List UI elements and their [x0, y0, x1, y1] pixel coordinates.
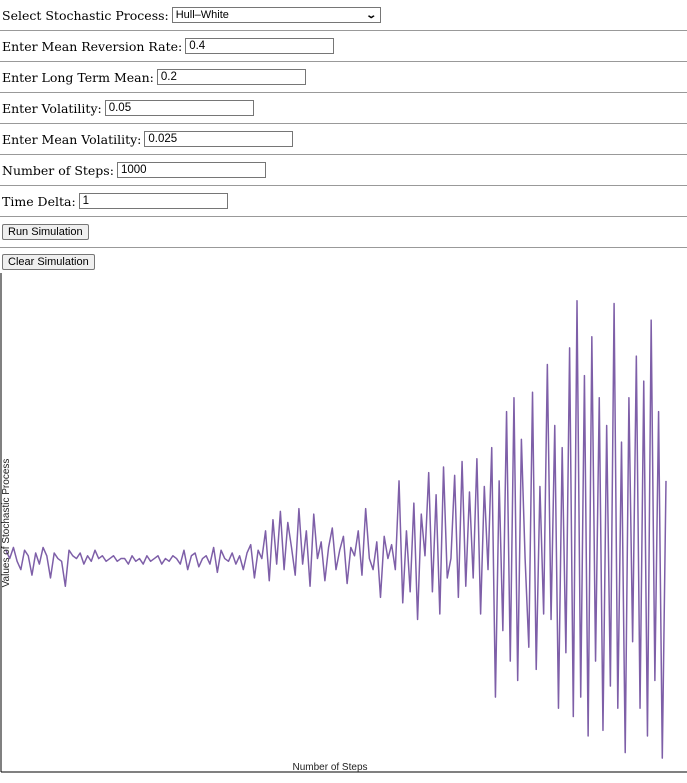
- divider: [0, 216, 687, 217]
- divider: [0, 154, 687, 155]
- mean-reversion-row: Enter Mean Reversion Rate:: [0, 31, 687, 61]
- divider: [0, 247, 687, 248]
- process-select-value: Hull–White: [175, 9, 229, 21]
- chevron-down-icon: ⌄: [365, 9, 378, 21]
- mean-reversion-label: Enter Mean Reversion Rate:: [2, 38, 183, 54]
- chart-svg: Number of Steps Values of Stochastic Pro…: [0, 273, 687, 773]
- divider: [0, 30, 687, 31]
- divider: [0, 123, 687, 124]
- mean-volatility-label: Enter Mean Volatility:: [2, 131, 142, 147]
- time-delta-row: Time Delta:: [0, 186, 687, 216]
- long-term-mean-input[interactable]: [156, 69, 306, 85]
- divider: [0, 92, 687, 93]
- time-delta-input[interactable]: [78, 193, 228, 209]
- volatility-label: Enter Volatility:: [2, 100, 102, 116]
- process-select[interactable]: Hull–White ⌄: [171, 7, 381, 23]
- process-label: Select Stochastic Process:: [2, 7, 169, 23]
- clear-simulation-button[interactable]: Clear Simulation: [2, 254, 95, 270]
- steps-row: Number of Steps:: [0, 155, 687, 185]
- mean-volatility-row: Enter Mean Volatility:: [0, 124, 687, 154]
- run-simulation-button[interactable]: Run Simulation: [2, 224, 89, 240]
- series-layer: [5, 299, 667, 759]
- steps-input[interactable]: [116, 162, 266, 178]
- steps-label: Number of Steps:: [2, 162, 114, 178]
- long-term-mean-label: Enter Long Term Mean:: [2, 69, 154, 85]
- x-axis-label: Number of Steps: [292, 762, 367, 773]
- time-delta-label: Time Delta:: [2, 193, 76, 209]
- series-line: [5, 299, 667, 759]
- run-row: Run Simulation: [0, 217, 687, 247]
- long-term-mean-row: Enter Long Term Mean:: [0, 62, 687, 92]
- chart-axes: [0, 273, 687, 773]
- simulation-chart: Number of Steps Values of Stochastic Pro…: [0, 273, 687, 773]
- divider: [0, 185, 687, 186]
- volatility-row: Enter Volatility:: [0, 93, 687, 123]
- mean-volatility-input[interactable]: [144, 131, 294, 147]
- clear-row: Clear Simulation: [0, 248, 687, 270]
- process-row: Select Stochastic Process: Hull–White ⌄: [0, 0, 687, 30]
- y-axis-label: Values of Stochastic Process: [1, 459, 12, 588]
- divider: [0, 61, 687, 62]
- mean-reversion-input[interactable]: [185, 38, 335, 54]
- volatility-input[interactable]: [104, 100, 254, 116]
